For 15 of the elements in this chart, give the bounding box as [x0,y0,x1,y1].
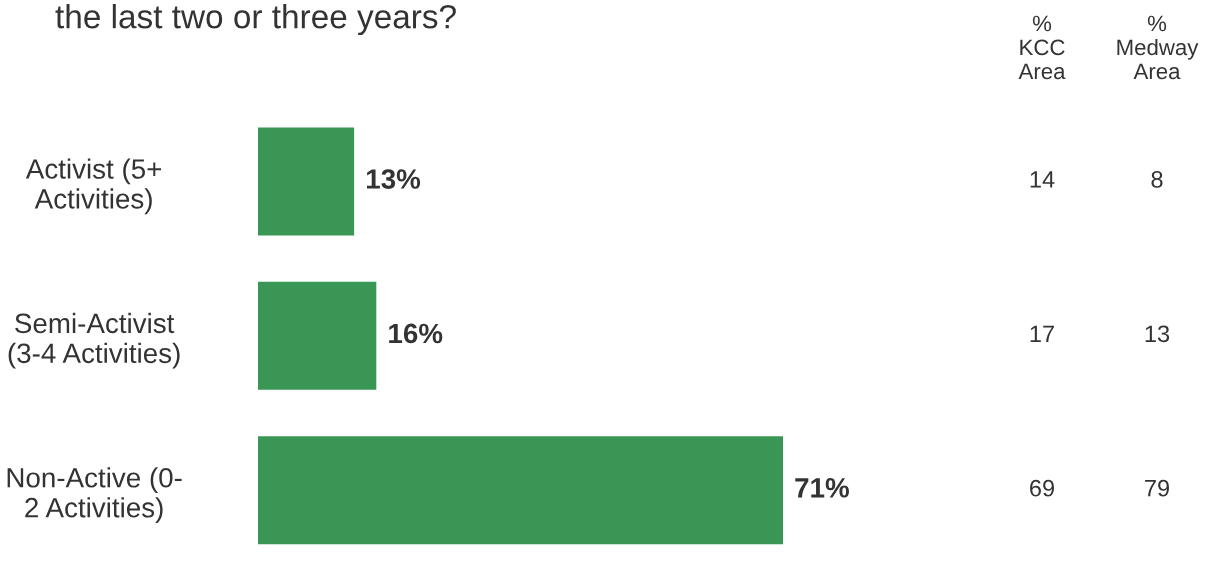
text: % KCC Area [1018,15,1066,80]
data-label: 16% [389,323,443,344]
text: % Medway Area [1117,15,1199,80]
data-label: 13% [366,169,421,189]
y-tick-label: Activist (5+ Activities) [25,158,162,215]
y-tick-label: Non-Active (0- 2 Activities) [7,467,182,524]
text: 14 [1030,171,1055,188]
text: 69 [1030,479,1055,497]
chart-title: the last two or three years? [55,4,456,36]
y-tick-label: Semi-Activist (3-4 Activities) [8,312,180,369]
data-label: 71% [795,478,849,498]
text: 79 [1145,479,1170,497]
text: 17 [1030,325,1054,342]
text: 13 [1145,325,1170,343]
text: 8 [1151,171,1163,188]
